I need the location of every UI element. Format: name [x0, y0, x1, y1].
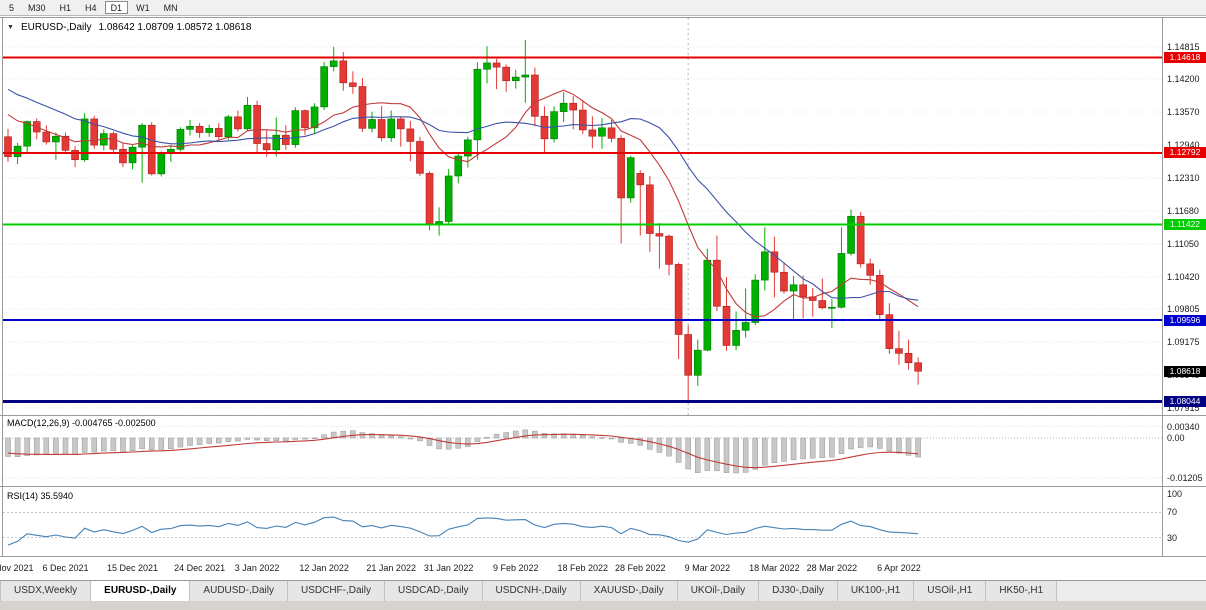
ma-line-20	[7, 88, 919, 301]
macd-signal-line	[7, 433, 919, 469]
chart-tab-usdx-weekly[interactable]: USDX,Weekly	[0, 581, 92, 601]
current-price-badge: 1.08618	[1164, 365, 1206, 377]
timeframe-button-m30[interactable]: M30	[28, 3, 46, 13]
rsi-axis-label: 100	[1167, 488, 1183, 499]
timeframe-button-w1[interactable]: W1	[136, 3, 150, 13]
date-axis-label: 21 Jan 2022	[366, 563, 416, 573]
date-axis-label: 9 Feb 2022	[492, 563, 539, 573]
date-axis-label: 9 Mar 2022	[684, 563, 731, 573]
price-axis-label: 1.10420	[1167, 271, 1200, 282]
timeframe-button-h4[interactable]: H4	[85, 3, 97, 13]
ma-line-10	[7, 89, 919, 318]
date-axis-label: 15 Dec 2021	[107, 563, 159, 573]
date-axis-label: 3 Jan 2022	[234, 563, 280, 573]
candlesticks	[4, 39, 922, 401]
price-axis-label: 1.11680	[1167, 206, 1199, 217]
date-axis-label: 24 Dec 2021	[174, 563, 226, 573]
macd-axis-label: -0.01205	[1167, 472, 1203, 483]
rsi-gridlines	[3, 511, 1162, 539]
rsi-indicator-title: RSI(14) 35.5940	[7, 491, 74, 501]
price-level-badge: 1.12792	[1164, 147, 1206, 159]
chart-tab-usoil-h1[interactable]: USOil-,H1	[914, 581, 987, 601]
price-level-badge: 1.09596	[1164, 314, 1206, 326]
macd-axis-label: 0.00340	[1167, 421, 1200, 432]
price-axis-label: 1.09175	[1167, 337, 1200, 348]
chart-tab-bar: USDX,Weekly EURUSD-,Daily AUDUSD-,Daily USD…	[0, 580, 1206, 601]
timeframe-button-d1[interactable]: D1	[104, 1, 129, 14]
price-axis-label: 1.14200	[1167, 74, 1200, 85]
chart-tab-ukoil-daily[interactable]: UKOil-,Daily	[677, 581, 760, 601]
chart-tab-hk50-h1[interactable]: HK50-,H1	[986, 581, 1058, 601]
chart-tab-usdcad-daily[interactable]: USDCAD-,Daily	[384, 581, 483, 601]
chart-dropdown-arrow-icon[interactable]: ▼	[7, 24, 14, 31]
price-level-badge: 1.11422	[1164, 219, 1206, 231]
rsi-axis-label: 70	[1167, 507, 1178, 518]
price-axis-label: 1.13570	[1167, 107, 1200, 118]
price-axis-label: 1.12940	[1167, 140, 1200, 151]
timeframe-button-5[interactable]: 5	[9, 3, 15, 13]
pane-borders	[0, 17, 1206, 557]
date-axis-label: 18 Mar 2022	[749, 563, 800, 573]
chart-symbol-label: EURUSD-,Daily	[20, 22, 92, 33]
timeframe-button-mn[interactable]: MN	[163, 3, 178, 13]
chart-tab-dj30-daily[interactable]: DJ30-,Daily	[759, 581, 838, 601]
price-level-badge: 1.08044	[1164, 395, 1206, 407]
date-axis-label: 26 Nov 2021	[0, 563, 34, 573]
chart-tab-xauusd-daily[interactable]: XAUUSD-,Daily	[580, 581, 678, 601]
date-axis-label: 28 Feb 2022	[614, 563, 666, 573]
chart-tab-eurusd-daily[interactable]: EURUSD-,Daily	[91, 581, 191, 601]
price-axis-label: 1.12310	[1167, 173, 1200, 184]
macd-indicator-title: MACD(12,26,9) -0.004765 -0.002500	[7, 418, 156, 428]
price-level-badge: 1.14618	[1164, 51, 1206, 63]
timeframe-toolbar: 5 M30 H1 H4 D1 W1 MN	[0, 0, 1206, 16]
macd-axis-label: 0.00	[1167, 433, 1185, 443]
chart-ohlc-quote: 1.08642 1.08709 1.08572 1.08618	[98, 22, 252, 33]
price-axis-label: 1.07915	[1167, 402, 1200, 413]
date-axis-label: 6 Apr 2022	[877, 563, 921, 573]
chart-tab-uk100-h1[interactable]: UK100-,H1	[837, 581, 915, 601]
macd-histogram	[5, 429, 921, 474]
date-axis-label: 18 Feb 2022	[557, 563, 609, 573]
price-axis-label: 1.09805	[1167, 304, 1200, 315]
chart-tab-usdcnh-daily[interactable]: USDCNH-,Daily	[482, 581, 581, 601]
price-axis-label: 1.11050	[1167, 238, 1199, 249]
status-strip	[0, 601, 1206, 610]
price-axis-label: 1.14815	[1167, 42, 1200, 52]
timeframe-button-h1[interactable]: H1	[59, 3, 72, 13]
rsi-axis-label: 30	[1167, 532, 1178, 543]
rsi-line	[7, 516, 919, 546]
chart-tab-usdchf-daily[interactable]: USDCHF-,Daily	[287, 581, 385, 601]
date-axis-label: 28 Mar 2022	[806, 563, 858, 573]
chart-tab-audusd-daily[interactable]: AUDUSD-,Daily	[190, 581, 288, 601]
date-axis-label: 6 Dec 2021	[42, 563, 89, 573]
horizontal-level-lines[interactable]	[3, 56, 1162, 403]
date-axis-label: 12 Jan 2022	[299, 563, 349, 573]
chart-title: ▼ EURUSD-,Daily 1.08642 1.08709 1.08572 …	[7, 22, 251, 33]
date-axis-label: 31 Jan 2022	[423, 563, 474, 573]
